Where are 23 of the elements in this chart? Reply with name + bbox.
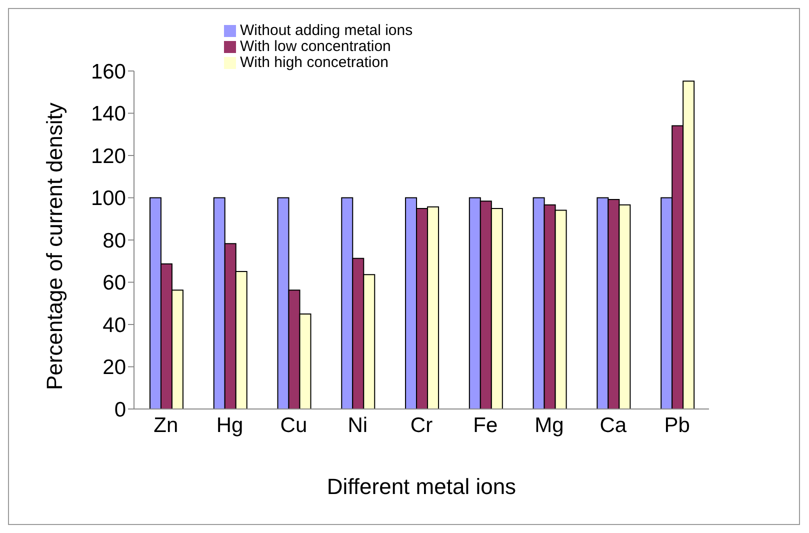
x-tick-label: Zn	[154, 414, 178, 437]
y-axis-title: Percentage of current density	[42, 102, 67, 390]
legend-label: With low concentration	[240, 38, 391, 55]
x-tick-label: Cu	[280, 414, 308, 437]
x-tick-label: Pb	[664, 414, 690, 437]
legend-label: Without adding metal ions	[240, 22, 413, 39]
y-tick-label: 120	[90, 144, 126, 168]
x-tick-label: Hg	[216, 414, 244, 437]
y-tick-label: 160	[90, 60, 126, 84]
y-tick-label: 40	[102, 314, 126, 337]
legend-label: With high concetration	[240, 54, 388, 71]
y-tick-label: 0	[114, 398, 126, 422]
x-tick-label: Cr	[410, 414, 433, 437]
y-tick-label: 60	[102, 272, 126, 295]
x-tick-label: Ni	[348, 414, 368, 437]
y-tick-label: 20	[102, 356, 126, 380]
y-tick-label: 140	[90, 102, 126, 126]
x-tick-label: Mg	[534, 414, 564, 437]
y-tick-label: 100	[90, 187, 126, 210]
x-tick-label: Fe	[473, 414, 498, 437]
x-tick-label: Ca	[600, 414, 627, 437]
y-tick-label: 80	[102, 229, 126, 252]
x-axis-title: Different metal ions	[326, 474, 516, 499]
